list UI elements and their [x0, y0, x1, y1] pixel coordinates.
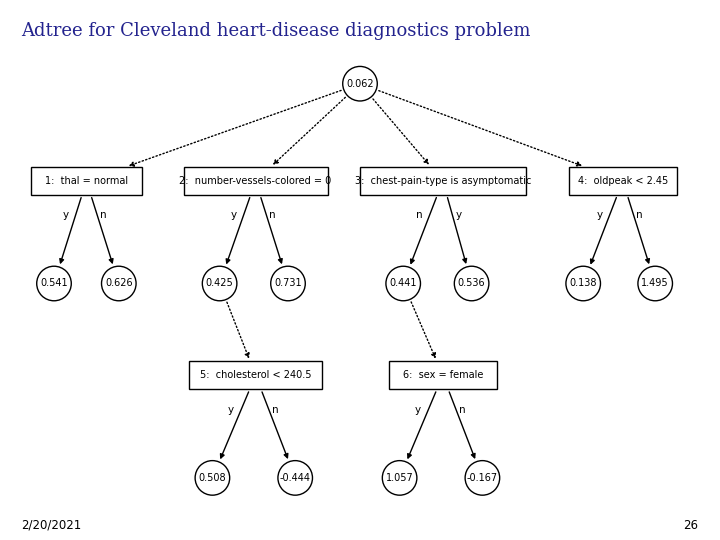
Text: 0.541: 0.541	[40, 279, 68, 288]
Ellipse shape	[278, 461, 312, 495]
Text: n: n	[636, 210, 643, 220]
Text: n: n	[459, 404, 465, 415]
Text: n: n	[269, 210, 276, 220]
Text: 26: 26	[683, 519, 698, 532]
Text: Adtree for Cleveland heart-disease diagnostics problem: Adtree for Cleveland heart-disease diagn…	[22, 22, 531, 39]
Text: 0.731: 0.731	[274, 279, 302, 288]
FancyBboxPatch shape	[189, 361, 323, 389]
Text: 3:  chest-pain-type is asymptomatic: 3: chest-pain-type is asymptomatic	[355, 176, 531, 186]
FancyBboxPatch shape	[389, 361, 497, 389]
Ellipse shape	[386, 266, 420, 301]
FancyBboxPatch shape	[30, 167, 143, 195]
Text: 2/20/2021: 2/20/2021	[22, 519, 82, 532]
Ellipse shape	[271, 266, 305, 301]
FancyBboxPatch shape	[184, 167, 328, 195]
FancyBboxPatch shape	[569, 167, 677, 195]
Ellipse shape	[382, 461, 417, 495]
Ellipse shape	[195, 461, 230, 495]
Text: 1.057: 1.057	[386, 473, 413, 483]
Text: n: n	[416, 210, 423, 220]
Ellipse shape	[638, 266, 672, 301]
Text: n: n	[271, 404, 278, 415]
Text: 0.508: 0.508	[199, 473, 226, 483]
Text: 0.425: 0.425	[206, 279, 233, 288]
Text: 5:  cholesterol < 240.5: 5: cholesterol < 240.5	[200, 370, 311, 380]
Text: y: y	[63, 210, 68, 220]
Text: 1:  thal = normal: 1: thal = normal	[45, 176, 128, 186]
Text: 0.441: 0.441	[390, 279, 417, 288]
Text: n: n	[100, 210, 107, 220]
Text: y: y	[596, 210, 603, 220]
Ellipse shape	[454, 266, 489, 301]
Text: 0.138: 0.138	[570, 279, 597, 288]
Text: y: y	[228, 404, 234, 415]
Text: y: y	[230, 210, 237, 220]
Text: 4:  oldpeak < 2.45: 4: oldpeak < 2.45	[577, 176, 668, 186]
Text: y: y	[415, 404, 421, 415]
Ellipse shape	[202, 266, 237, 301]
Text: -0.167: -0.167	[467, 473, 498, 483]
Text: 6:  sex = female: 6: sex = female	[402, 370, 483, 380]
Text: 0.062: 0.062	[346, 79, 374, 89]
Text: -0.444: -0.444	[279, 473, 311, 483]
Ellipse shape	[37, 266, 71, 301]
Ellipse shape	[343, 66, 377, 101]
Text: 0.626: 0.626	[105, 279, 132, 288]
Text: 0.536: 0.536	[458, 279, 485, 288]
Ellipse shape	[566, 266, 600, 301]
Ellipse shape	[102, 266, 136, 301]
Text: y: y	[455, 210, 462, 220]
Text: 2:  number-vessels-colored = 0: 2: number-vessels-colored = 0	[179, 176, 332, 186]
Text: 1.495: 1.495	[642, 279, 669, 288]
Ellipse shape	[465, 461, 500, 495]
FancyBboxPatch shape	[360, 167, 526, 195]
